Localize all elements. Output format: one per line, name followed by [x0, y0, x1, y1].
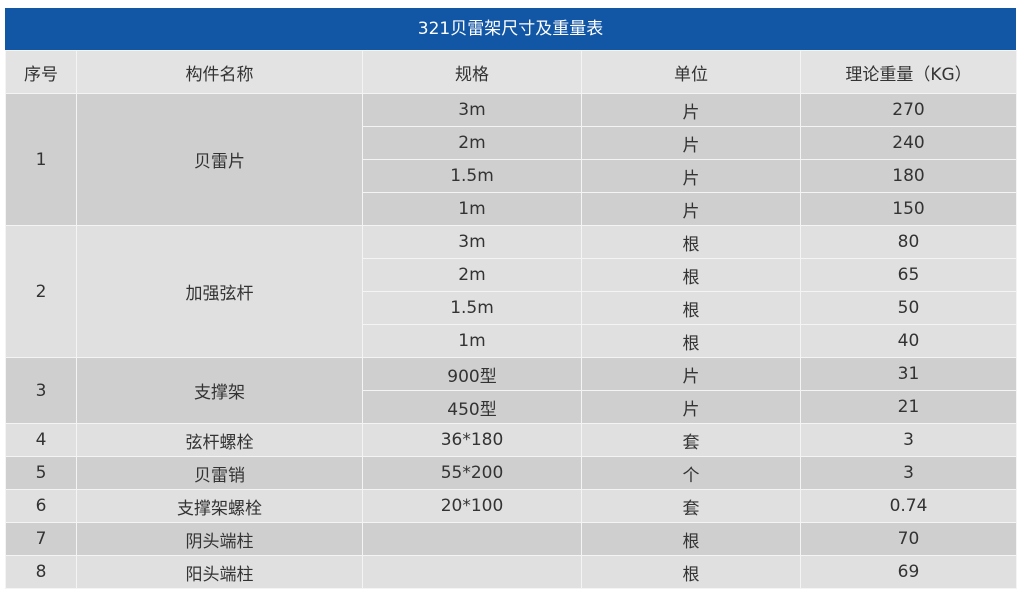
table-row: 1 贝雷片 3m 片 270	[5, 93, 1017, 226]
table-row: 2 加强弦杆 3m 根 80	[5, 225, 1017, 358]
cell-weight: 65	[800, 258, 1017, 292]
cell-name: 弦杆螺栓	[76, 423, 363, 457]
cell-weight: 40	[800, 324, 1017, 358]
cell-unit: 片	[581, 93, 801, 127]
cell-name: 支撑架	[76, 357, 363, 424]
cell-unit: 套	[581, 489, 801, 523]
cell-name: 贝雷片	[76, 93, 363, 226]
cell-weight: 0.74	[800, 489, 1017, 523]
header-row: 序号 构件名称 规格 单位 理论重量（KG）	[5, 50, 1017, 94]
cell-no: 1	[5, 93, 77, 226]
cell-unit: 根	[581, 522, 801, 556]
cell-spec: 3m	[362, 225, 582, 259]
cell-spec: 20*100	[362, 489, 582, 523]
cell-spec: 3m	[362, 93, 582, 127]
cell-weight: 3	[800, 456, 1017, 490]
cell-weight: 80	[800, 225, 1017, 259]
cell-unit: 个	[581, 456, 801, 490]
cell-spec: 900型	[362, 357, 582, 391]
table-row: 4 弦杆螺栓 36*180 套 3	[5, 423, 1017, 457]
table-row: 3 支撑架 900型片 31	[5, 357, 1017, 424]
table-row: 6 支撑架螺栓 20*100 套 0.74	[5, 489, 1017, 523]
cell-unit: 根	[581, 324, 801, 358]
cell-name: 贝雷销	[76, 456, 363, 490]
cell-spec	[362, 522, 582, 556]
header-no: 序号	[5, 50, 77, 94]
cell-spec: 1m	[362, 192, 582, 226]
table-row: 8 阳头端柱 根 69	[5, 555, 1017, 589]
cell-weight: 270	[800, 93, 1017, 127]
header-unit: 单位	[581, 50, 801, 94]
cell-no: 3	[5, 357, 77, 424]
cell-spec: 2m	[362, 126, 582, 160]
cell-spec: 1.5m	[362, 159, 582, 193]
cell-spec: 55*200	[362, 456, 582, 490]
cell-weight: 50	[800, 291, 1017, 325]
cell-name: 支撑架螺栓	[76, 489, 363, 523]
cell-weight: 180	[800, 159, 1017, 193]
cell-spec: 36*180	[362, 423, 582, 457]
cell-name: 加强弦杆	[76, 225, 363, 358]
cell-unit: 片	[581, 390, 801, 424]
cell-no: 8	[5, 555, 77, 589]
cell-unit: 片	[581, 126, 801, 160]
table-row: 1m 根 40	[5, 324, 1017, 358]
cell-unit: 根	[581, 225, 801, 259]
cell-weight: 240	[800, 126, 1017, 160]
cell-unit: 片	[581, 357, 801, 391]
cell-spec: 450型	[362, 390, 582, 424]
weight-table: 序号 构件名称 规格 单位 理论重量（KG） 1 贝雷片 3m 片 270 2m 片 240 1…	[5, 50, 1017, 589]
cell-weight: 3	[800, 423, 1017, 457]
cell-unit: 根	[581, 258, 801, 292]
table-row: 7 阴头端柱 根 70	[5, 522, 1017, 556]
cell-no: 7	[5, 522, 77, 556]
cell-weight: 69	[800, 555, 1017, 589]
cell-spec: 1.5m	[362, 291, 582, 325]
cell-name: 阴头端柱	[76, 522, 363, 556]
cell-spec	[362, 555, 582, 589]
cell-unit: 片	[581, 192, 801, 226]
table-row: 2m 片 240	[5, 126, 1017, 160]
cell-weight: 150	[800, 192, 1017, 226]
header-name: 构件名称	[76, 50, 363, 94]
table-title: 321贝雷架尺寸及重量表	[5, 8, 1016, 50]
cell-no: 5	[5, 456, 77, 490]
weight-table-container: 321贝雷架尺寸及重量表 序号 构件名称 规格 单位 理论重量（KG） 1 贝雷片…	[5, 8, 1017, 589]
cell-no: 2	[5, 225, 77, 358]
cell-unit: 片	[581, 159, 801, 193]
table-row: 5 贝雷销 55*200 个 3	[5, 456, 1017, 490]
cell-spec: 1m	[362, 324, 582, 358]
cell-name: 阳头端柱	[76, 555, 363, 589]
cell-no: 4	[5, 423, 77, 457]
cell-weight: 31	[800, 357, 1017, 391]
cell-spec: 2m	[362, 258, 582, 292]
header-spec: 规格	[362, 50, 582, 94]
header-weight: 理论重量（KG）	[800, 50, 1017, 94]
cell-unit: 根	[581, 555, 801, 589]
cell-weight: 70	[800, 522, 1017, 556]
cell-unit: 根	[581, 291, 801, 325]
cell-no: 6	[5, 489, 77, 523]
cell-weight: 21	[800, 390, 1017, 424]
cell-unit: 套	[581, 423, 801, 457]
